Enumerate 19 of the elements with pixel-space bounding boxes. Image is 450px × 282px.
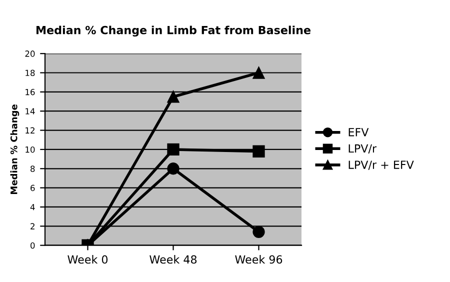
- y-tick-label: 18: [26, 70, 35, 76]
- y-tick-label: 20: [25, 50, 35, 57]
- legend-label: LPV/r: [348, 144, 377, 154]
- y-tick-label: 8: [30, 166, 35, 172]
- y-tick-label: 16: [26, 88, 35, 96]
- legend-label: EFV: [348, 128, 369, 136]
- x-tick-label: Week 96: [235, 255, 282, 264]
- y-axis-title: Median % Change: [10, 104, 20, 194]
- y-tick-label: 14: [26, 108, 35, 114]
- y-tick-label: 6: [30, 184, 35, 192]
- y-tick-label: 0: [30, 242, 35, 249]
- legend-label: LPV/r + EFV: [348, 160, 414, 170]
- y-tick-label: 10: [26, 146, 35, 153]
- chart-title: Median % Change in Limb Fat from Baseline: [36, 26, 310, 37]
- y-tick-label: 4: [30, 204, 35, 210]
- x-tick-label: Week 48: [150, 255, 197, 264]
- y-tick-label: 12: [26, 127, 34, 134]
- x-tick-label: Week 0: [68, 255, 108, 264]
- y-tick-label: 2: [30, 223, 34, 230]
